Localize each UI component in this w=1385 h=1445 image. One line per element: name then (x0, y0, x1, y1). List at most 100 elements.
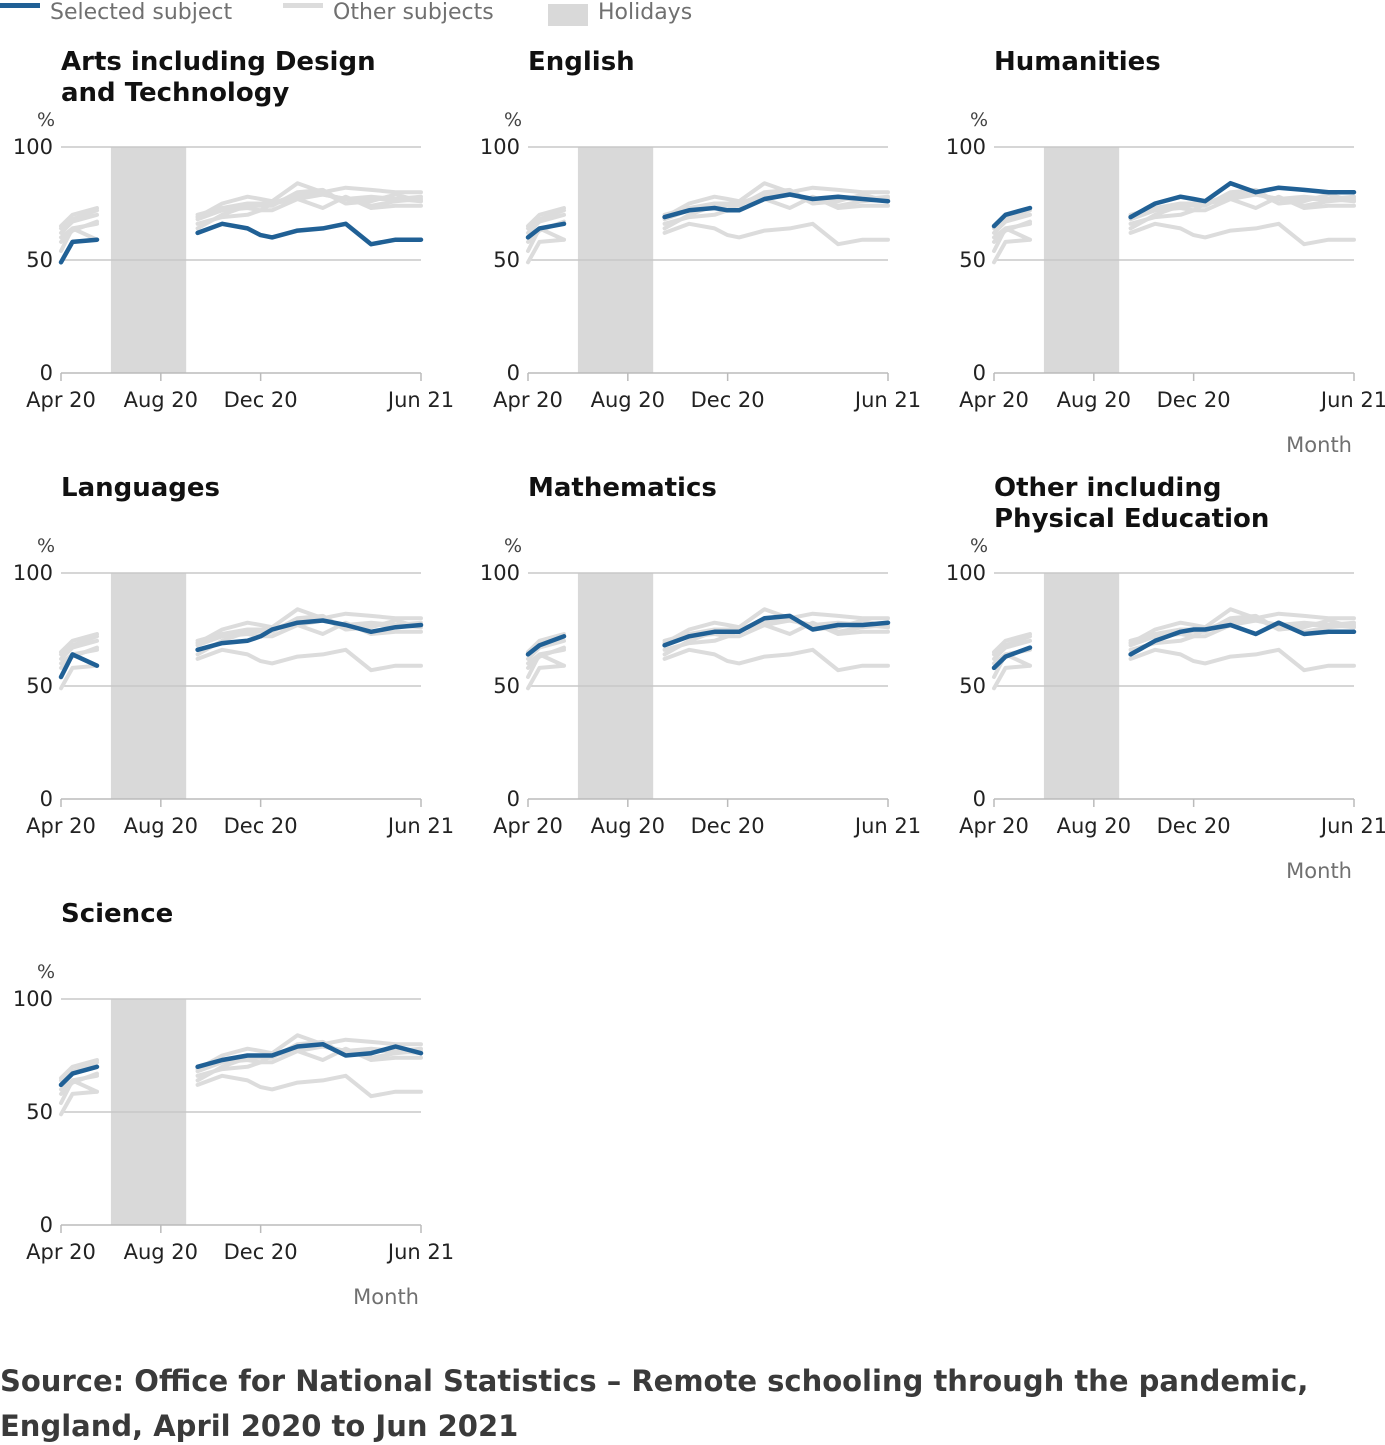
x-tick-label: Aug 20 (1057, 814, 1131, 838)
other-subject-line (59, 1071, 99, 1096)
y-tick-label: 0 (973, 787, 986, 811)
other-subject-line (195, 607, 423, 646)
y-tick-label: 0 (40, 361, 53, 385)
y-tick-label: 100 (946, 135, 986, 159)
selected-subject-line (195, 618, 424, 653)
other-subject-line (526, 237, 566, 265)
selected-subject-line (991, 645, 1033, 671)
x-tick-label: Apr 20 (26, 388, 96, 412)
other-subject-line (59, 208, 99, 231)
other-subject-line (662, 647, 890, 673)
y-unit-label: % (37, 109, 55, 131)
x-tick-label: Jun 21 (853, 388, 921, 412)
selected-subject-line (525, 634, 567, 657)
other-subject-line (662, 607, 890, 646)
y-tick-label: 50 (26, 1100, 53, 1124)
other-subject-line (59, 632, 99, 655)
other-subject-line (195, 190, 423, 217)
other-subject-line (526, 652, 566, 679)
x-tick-label: Aug 20 (124, 1240, 198, 1264)
x-tick-label: Aug 20 (1057, 388, 1131, 412)
panel-title: English (528, 47, 635, 77)
y-tick-label: 0 (507, 787, 520, 811)
selected-subject-line (58, 237, 100, 265)
other-subject-line (526, 645, 566, 670)
legend-other-swatch (283, 3, 323, 8)
x-tick-label: Jun 21 (1319, 388, 1385, 412)
y-tick-label: 0 (40, 1213, 53, 1237)
chart-panel: English% 0 50 100 Apr 20 Aug 20 Dec 20 Jun 21 (480, 47, 921, 412)
selected-subject-line (662, 192, 891, 220)
source-line-2: England, April 2020 to Jun 2021 (0, 1409, 518, 1443)
other-subject-line (195, 1046, 423, 1083)
other-subject-line (992, 638, 1032, 661)
other-subject-line (526, 212, 566, 235)
legend-other-label: Other subjects (333, 0, 494, 25)
other-subject-line (992, 634, 1032, 657)
y-unit-label: % (37, 961, 55, 983)
chart-panel: Humanities% 0 50 100 Apr 20 Aug 20 Dec 20 Jun 2… (946, 47, 1385, 457)
other-subject-line (526, 663, 566, 691)
chart-panel: Languages% 0 50 100 Apr 20 Aug 20 Dec 20 Jun 21 (13, 473, 454, 838)
x-tick-label: Dec 20 (224, 388, 298, 412)
panel-title: Other including (994, 473, 1221, 503)
other-subject-line (992, 219, 1032, 244)
x-tick-label: Jun 21 (386, 388, 454, 412)
y-tick-label: 100 (13, 561, 53, 585)
chart-panel: Mathematics% 0 50 100 Apr 20 Aug 20 Dec 20 Jun … (480, 473, 921, 838)
other-subject-line (59, 634, 99, 657)
legend-selected-label: Selected subject (50, 0, 232, 25)
other-subject-line (59, 212, 99, 235)
selected-subject-line (58, 652, 100, 680)
other-subject-line (59, 638, 99, 661)
other-subject-line (59, 663, 99, 691)
other-subject-line (662, 192, 890, 226)
other-subject-line (1128, 616, 1356, 643)
y-tick-label: 0 (507, 361, 520, 385)
panel-title: Mathematics (528, 473, 717, 503)
y-tick-label: 50 (959, 248, 986, 272)
x-tick-label: Apr 20 (493, 388, 563, 412)
panel-title: Arts including Design (61, 47, 376, 77)
selected-subject-line (58, 1064, 100, 1088)
panel-title: Physical Education (994, 504, 1269, 534)
other-subject-line (1128, 647, 1356, 673)
y-unit-label: % (504, 109, 522, 131)
other-subject-line (59, 226, 99, 253)
other-subject-line (1128, 192, 1356, 226)
x-tick-label: Aug 20 (124, 388, 198, 412)
y-tick-label: 50 (959, 674, 986, 698)
y-tick-label: 50 (26, 248, 53, 272)
other-subject-line (59, 1058, 99, 1081)
y-unit-label: % (970, 109, 988, 131)
other-subject-line (195, 194, 423, 231)
x-tick-label: Dec 20 (1157, 388, 1231, 412)
x-axis-title: Month (1286, 859, 1352, 883)
other-subject-line (992, 237, 1032, 265)
y-unit-label: % (970, 535, 988, 557)
other-subject-line (1128, 618, 1356, 652)
other-subject-line (992, 212, 1032, 235)
legend-holiday-swatch (548, 4, 588, 26)
y-tick-label: 100 (946, 561, 986, 585)
y-tick-label: 100 (13, 135, 53, 159)
other-subject-line (59, 206, 99, 229)
other-subject-line (992, 663, 1032, 691)
y-tick-label: 50 (493, 248, 520, 272)
other-subject-line (59, 1089, 99, 1117)
y-tick-label: 50 (493, 674, 520, 698)
y-tick-label: 0 (973, 361, 986, 385)
chart-panel: Science% 0 50 100 Apr 20 Aug 20 Dec 20 Jun 21 Mo… (13, 899, 454, 1309)
other-subject-line (59, 1078, 99, 1105)
x-tick-label: Apr 20 (26, 1240, 96, 1264)
selected-subject-line (991, 205, 1033, 229)
x-tick-label: Jun 21 (853, 814, 921, 838)
other-subject-line (195, 192, 423, 226)
x-tick-label: Jun 21 (1319, 814, 1385, 838)
x-axis-title: Month (353, 1285, 419, 1309)
other-subject-line (526, 632, 566, 655)
x-tick-label: Apr 20 (26, 814, 96, 838)
